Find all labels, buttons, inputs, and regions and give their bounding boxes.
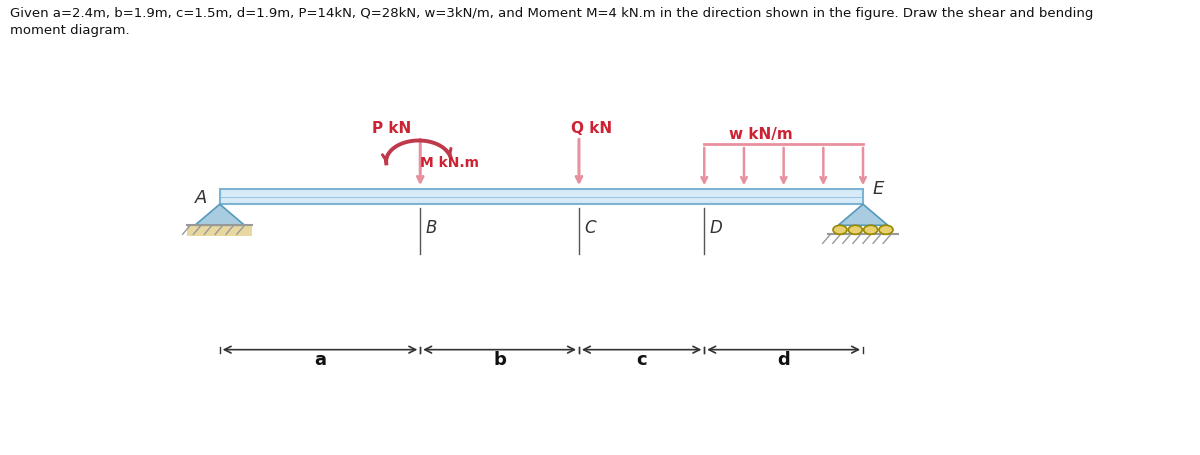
- Text: D: D: [709, 218, 722, 236]
- Polygon shape: [194, 205, 245, 226]
- Text: B: B: [426, 218, 437, 236]
- Text: d: d: [778, 350, 790, 368]
- Text: E: E: [872, 180, 883, 198]
- Circle shape: [880, 226, 893, 235]
- Text: P kN: P kN: [372, 121, 412, 136]
- Text: c: c: [636, 350, 647, 368]
- Circle shape: [864, 226, 877, 235]
- Text: A: A: [194, 188, 208, 206]
- Text: Q kN: Q kN: [571, 121, 612, 136]
- Text: C: C: [584, 218, 596, 236]
- Bar: [220, 190, 863, 205]
- Text: M kN.m: M kN.m: [420, 155, 479, 169]
- Text: w kN/m: w kN/m: [728, 126, 792, 142]
- Circle shape: [848, 226, 863, 235]
- Circle shape: [833, 226, 847, 235]
- Text: b: b: [493, 350, 506, 368]
- Polygon shape: [838, 205, 888, 226]
- Bar: [187, 226, 252, 237]
- Text: Given a=2.4m, b=1.9m, c=1.5m, d=1.9m, P=14kN, Q=28kN, w=3kN/m, and Moment M=4 kN: Given a=2.4m, b=1.9m, c=1.5m, d=1.9m, P=…: [10, 7, 1093, 37]
- Text: a: a: [314, 350, 326, 368]
